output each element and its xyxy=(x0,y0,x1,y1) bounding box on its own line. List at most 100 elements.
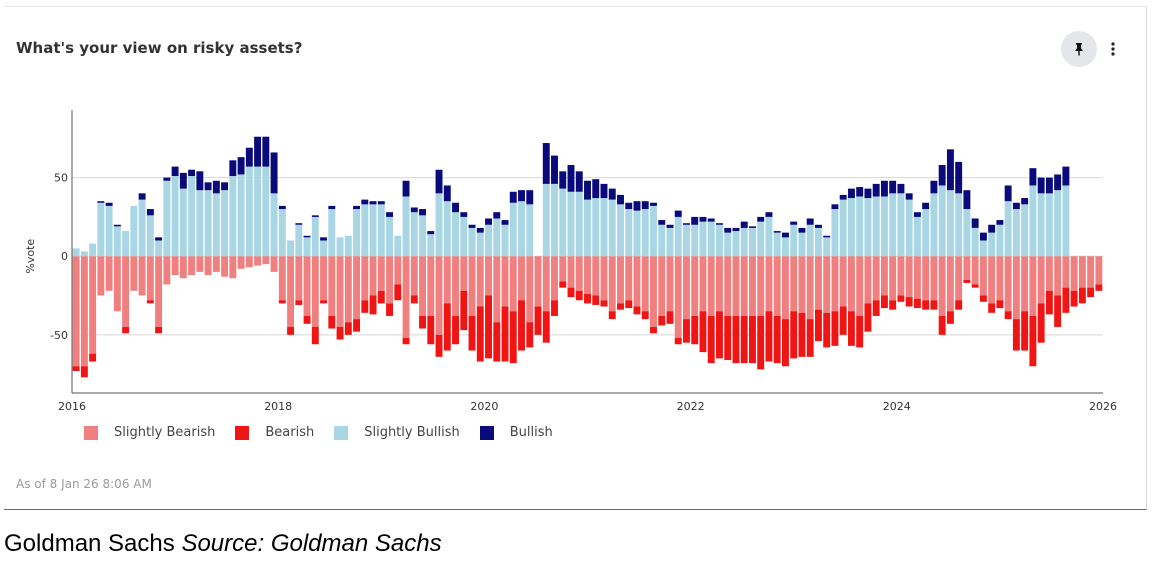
bar-segment xyxy=(146,209,154,216)
bar-segment xyxy=(1037,177,1045,194)
as-of-timestamp: As of 8 Jan 26 8:06 AM xyxy=(16,477,152,491)
bar-segment xyxy=(831,311,839,346)
bar-segment xyxy=(930,300,938,310)
bar-segment xyxy=(938,185,946,257)
bar-segment xyxy=(592,179,600,199)
bar-segment xyxy=(551,300,558,316)
bar-segment xyxy=(922,256,930,301)
bar-segment xyxy=(765,311,773,362)
bar-segment xyxy=(196,256,204,272)
bar-segment xyxy=(254,166,262,257)
bar-segment xyxy=(600,183,608,199)
bar-segment xyxy=(592,295,600,305)
bar-segment xyxy=(897,183,905,194)
bar-segment xyxy=(732,231,740,257)
bar-segment xyxy=(633,306,641,315)
bar-segment xyxy=(765,216,773,257)
bar-segment xyxy=(1021,256,1029,312)
bar-segment xyxy=(262,256,270,265)
bar-segment xyxy=(575,171,583,192)
bar-segment xyxy=(913,212,921,217)
bar-segment xyxy=(691,216,699,225)
bar-segment xyxy=(913,256,921,299)
bar-segment xyxy=(295,256,303,301)
bar-segment xyxy=(905,199,913,257)
bar-segment xyxy=(89,243,97,257)
bar-segment xyxy=(930,256,938,301)
bar-segment xyxy=(955,256,963,301)
bar-segment xyxy=(542,183,550,257)
bar-segment xyxy=(435,334,443,357)
bar-segment xyxy=(493,322,501,362)
bar-segment xyxy=(427,231,435,235)
bar-segment xyxy=(988,303,996,313)
bar-segment xyxy=(386,303,394,316)
bar-segment xyxy=(823,235,831,238)
bar-segment xyxy=(130,256,138,291)
bar-segment xyxy=(1045,177,1053,194)
bar-segment xyxy=(773,231,781,233)
bar-segment xyxy=(575,290,583,301)
bar-segment xyxy=(1062,287,1070,313)
bar-segment xyxy=(988,232,996,257)
bar-segment xyxy=(979,240,987,257)
more-options-button[interactable] xyxy=(1104,36,1122,62)
bar-segment xyxy=(229,176,237,257)
bar-segment xyxy=(592,256,600,296)
bar-segment xyxy=(666,311,674,324)
bar-segment xyxy=(897,193,905,257)
bar-segment xyxy=(724,232,732,257)
bar-segment xyxy=(311,216,319,257)
legend-swatch xyxy=(84,425,98,440)
bar-segment xyxy=(287,326,295,335)
bar-segment xyxy=(707,218,715,222)
bar-segment xyxy=(237,157,245,175)
bar-segment xyxy=(955,193,963,257)
bar-segment xyxy=(584,180,591,200)
bar-segment xyxy=(287,256,295,327)
bar-segment xyxy=(452,315,459,345)
bar-segment xyxy=(72,366,80,371)
bar-segment xyxy=(641,201,649,210)
bar-segment xyxy=(501,306,509,362)
bar-segment xyxy=(971,256,979,285)
bar-segment xyxy=(567,256,575,288)
bar-segment xyxy=(749,227,756,257)
bar-segment xyxy=(509,191,517,203)
bar-segment xyxy=(468,227,476,257)
bar-segment xyxy=(567,165,575,192)
pin-button[interactable] xyxy=(1061,31,1097,67)
legend-item-slightly-bearish[interactable]: Slightly Bearish xyxy=(84,425,215,440)
bar-segment xyxy=(732,227,740,232)
bar-segment xyxy=(996,224,1004,257)
bar-segment xyxy=(641,256,649,312)
bar-segment xyxy=(122,231,130,257)
bar-segment xyxy=(344,235,352,257)
bar-segment xyxy=(889,256,897,301)
bar-segment xyxy=(749,256,756,316)
chart-legend: Slightly Bearish Bearish Slightly Bullis… xyxy=(84,425,573,440)
bar-segment xyxy=(295,224,303,257)
legend-item-bearish[interactable]: Bearish xyxy=(235,425,314,440)
bar-segment xyxy=(155,240,163,257)
legend-item-slightly-bullish[interactable]: Slightly Bullish xyxy=(334,425,460,440)
bar-segment xyxy=(683,224,690,257)
bar-segment xyxy=(724,315,732,360)
bar-segment xyxy=(963,279,971,283)
bar-segment xyxy=(856,187,864,197)
x-tick-label: 2018 xyxy=(264,400,292,413)
bar-segment xyxy=(625,300,633,309)
bar-segment xyxy=(889,300,897,310)
legend-item-bullish[interactable]: Bullish xyxy=(479,425,553,440)
bar-segment xyxy=(798,256,806,313)
bar-segment xyxy=(1054,190,1062,257)
bar-segment xyxy=(584,293,591,304)
x-tick-label: 2022 xyxy=(677,400,705,413)
bar-segment xyxy=(699,256,707,312)
bar-segment xyxy=(386,256,394,304)
bar-segment xyxy=(1095,256,1103,285)
bar-segment xyxy=(674,337,682,345)
bar-segment xyxy=(1004,256,1012,312)
bar-segment xyxy=(946,190,954,257)
bar-segment xyxy=(790,221,798,225)
